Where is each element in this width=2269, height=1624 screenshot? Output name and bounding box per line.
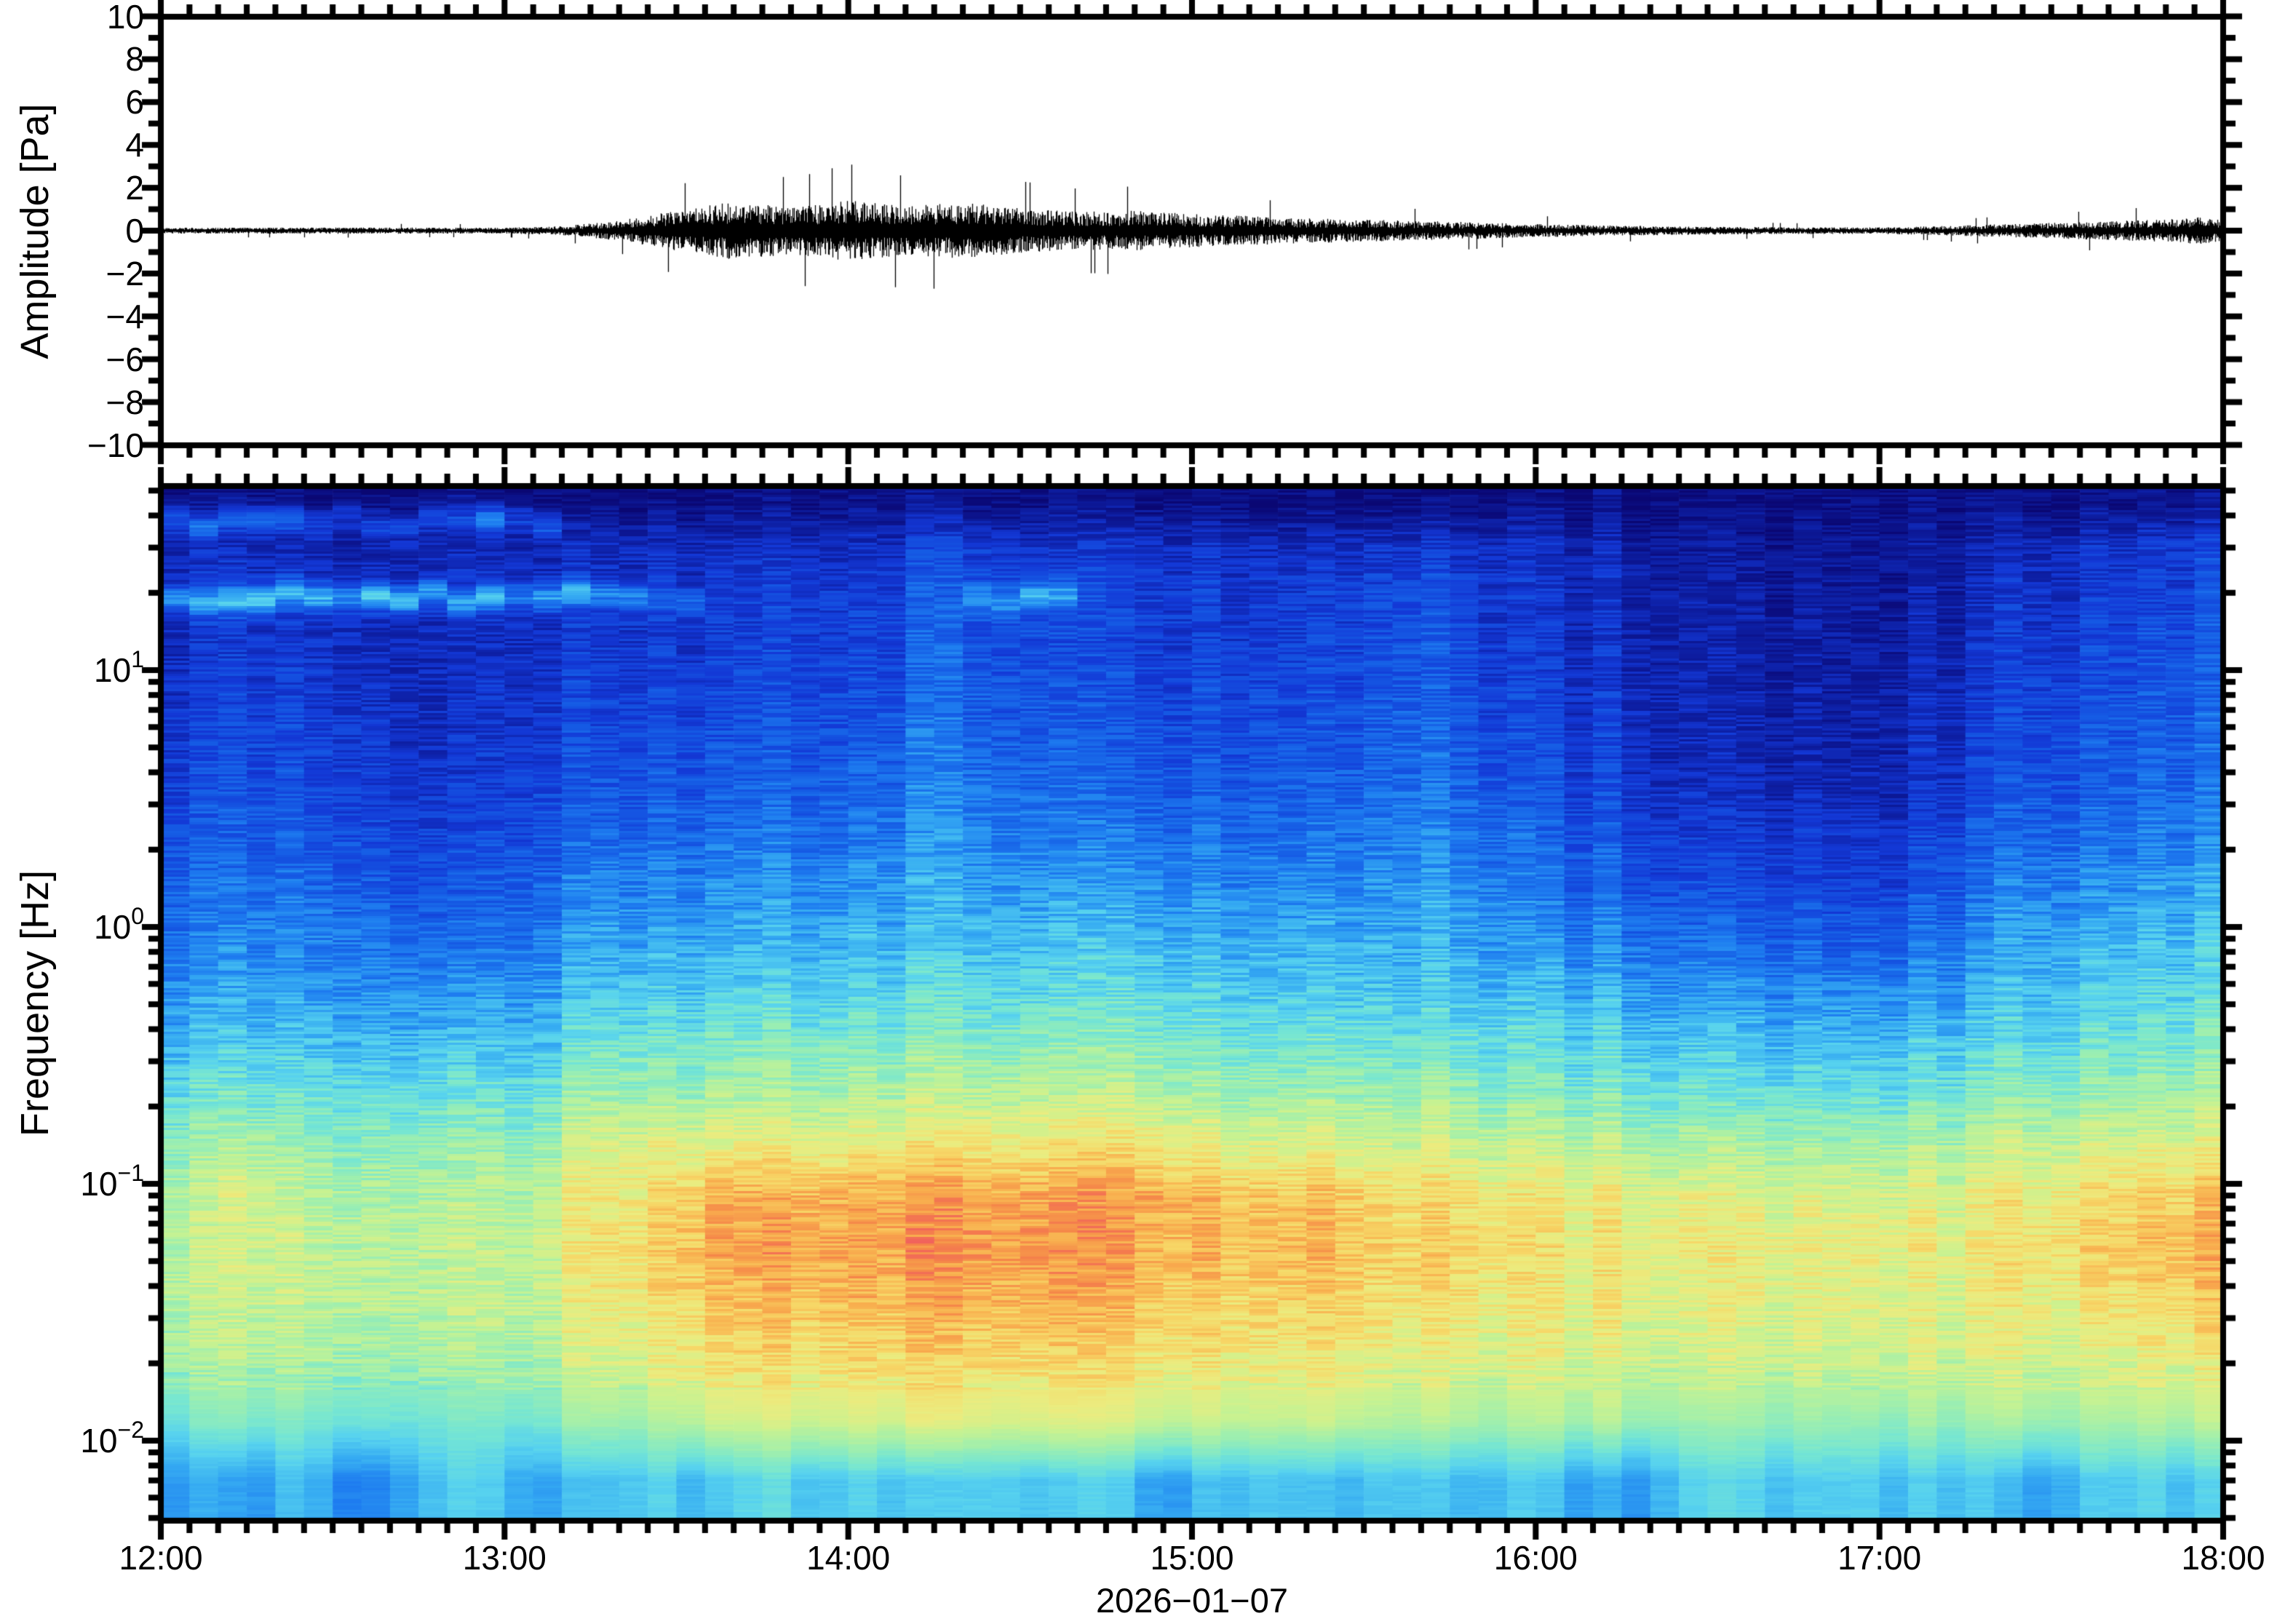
frequency-tick-label: 101	[94, 648, 144, 689]
frequency-tick-base: 10	[94, 908, 132, 946]
amplitude-tick-label: −8	[106, 383, 144, 421]
frequency-axis-title: Frequency [Hz]	[13, 869, 57, 1137]
frequency-tick-base: 10	[80, 1165, 118, 1203]
date-label: 2026−01−07	[1095, 1581, 1289, 1620]
time-tick-label: 12:00	[119, 1539, 203, 1577]
frequency-tick-exponent: −2	[117, 1416, 144, 1443]
frequency-tick-exponent: 0	[131, 902, 144, 929]
time-tick-label: 16:00	[1493, 1539, 1578, 1577]
time-tick-label: 14:00	[806, 1539, 891, 1577]
amplitude-tick-label: 6	[125, 83, 144, 122]
amplitude-tick-label: −10	[87, 426, 144, 464]
frequency-tick-exponent: −1	[117, 1159, 144, 1186]
frequency-tick-base: 10	[80, 1422, 118, 1460]
frequency-tick-exponent: 1	[131, 645, 144, 672]
time-tick-label: 15:00	[1150, 1539, 1234, 1577]
amplitude-tick-label: 2	[125, 169, 144, 207]
amplitude-tick-label: 4	[125, 126, 144, 164]
frequency-tick-label: 10−1	[80, 1161, 144, 1203]
amplitude-tick-label: 8	[125, 40, 144, 79]
amplitude-tick-label: 0	[125, 212, 144, 250]
amplitude-axis-title: Amplitude [Pa]	[13, 103, 57, 359]
amplitude-tick-label: −4	[106, 297, 144, 335]
amplitude-tick-label: −6	[106, 340, 144, 378]
frequency-tick-label: 10−2	[80, 1418, 144, 1460]
frequency-tick-base: 10	[94, 651, 132, 689]
time-tick-label: 13:00	[462, 1539, 547, 1577]
frequency-tick-label: 100	[94, 904, 144, 946]
amplitude-tick-label: 10	[106, 0, 144, 36]
amplitude-tick-label: −2	[106, 254, 144, 292]
time-tick-label: 17:00	[1837, 1539, 1922, 1577]
time-tick-label: 18:00	[2181, 1539, 2265, 1577]
